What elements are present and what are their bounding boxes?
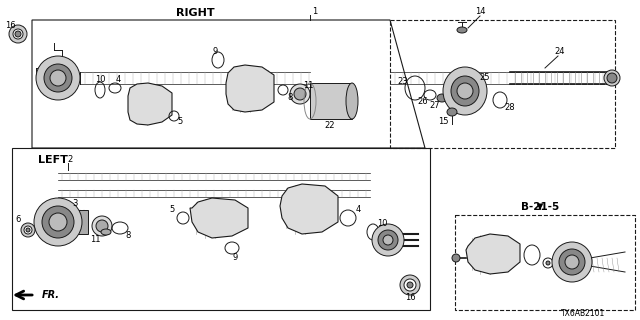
Polygon shape	[226, 65, 274, 112]
Ellipse shape	[451, 76, 479, 106]
Text: LEFT: LEFT	[38, 155, 68, 165]
Ellipse shape	[9, 25, 27, 43]
Text: 11: 11	[303, 82, 313, 91]
Ellipse shape	[400, 275, 420, 295]
Text: 5: 5	[170, 205, 175, 214]
Ellipse shape	[26, 228, 30, 232]
Bar	[58, 210, 88, 234]
Text: 6: 6	[15, 215, 20, 225]
Text: FR.: FR.	[42, 290, 60, 300]
Text: 10: 10	[377, 220, 387, 228]
Ellipse shape	[607, 73, 617, 83]
Text: 8: 8	[287, 93, 292, 102]
Ellipse shape	[452, 254, 460, 262]
Ellipse shape	[15, 31, 21, 37]
Text: 27: 27	[429, 101, 440, 110]
Ellipse shape	[346, 83, 358, 119]
Text: 1: 1	[312, 6, 317, 15]
Ellipse shape	[36, 56, 80, 100]
Ellipse shape	[13, 29, 23, 39]
Polygon shape	[128, 83, 172, 125]
Ellipse shape	[49, 213, 67, 231]
Ellipse shape	[407, 282, 413, 288]
Ellipse shape	[565, 255, 579, 269]
Ellipse shape	[44, 64, 72, 92]
Ellipse shape	[34, 198, 82, 246]
Text: 25: 25	[480, 74, 490, 83]
Polygon shape	[280, 184, 338, 234]
Ellipse shape	[437, 94, 447, 102]
Text: 4: 4	[115, 75, 120, 84]
Text: 14: 14	[475, 7, 485, 17]
Polygon shape	[466, 234, 520, 274]
Ellipse shape	[372, 224, 404, 256]
Text: 9: 9	[232, 253, 237, 262]
Ellipse shape	[92, 216, 112, 236]
Text: 16: 16	[404, 293, 415, 302]
Ellipse shape	[101, 229, 111, 235]
Ellipse shape	[383, 235, 393, 245]
Text: 22: 22	[324, 121, 335, 130]
Text: 3: 3	[72, 199, 77, 209]
Ellipse shape	[457, 83, 473, 99]
Text: 24: 24	[555, 47, 565, 57]
Ellipse shape	[294, 88, 306, 100]
Text: 23: 23	[397, 77, 408, 86]
Ellipse shape	[604, 70, 620, 86]
Ellipse shape	[290, 84, 310, 104]
Ellipse shape	[447, 108, 457, 116]
Ellipse shape	[21, 223, 35, 237]
Ellipse shape	[546, 261, 550, 265]
Text: 9: 9	[212, 47, 218, 57]
Ellipse shape	[96, 220, 108, 232]
Text: 10: 10	[95, 75, 105, 84]
Text: 11: 11	[90, 236, 100, 244]
Ellipse shape	[24, 226, 32, 234]
Text: RIGHT: RIGHT	[176, 8, 214, 18]
Ellipse shape	[457, 27, 467, 33]
Ellipse shape	[559, 249, 585, 275]
Text: 5: 5	[177, 117, 182, 126]
Text: TX6AB2101: TX6AB2101	[561, 308, 605, 317]
Ellipse shape	[443, 67, 487, 115]
Text: 15: 15	[438, 117, 448, 126]
Text: 28: 28	[505, 103, 515, 113]
Text: 4: 4	[355, 205, 360, 214]
Bar	[310, 83, 352, 119]
Ellipse shape	[42, 206, 74, 238]
Text: 16: 16	[4, 20, 15, 29]
Text: 2: 2	[67, 156, 72, 164]
Ellipse shape	[404, 279, 416, 291]
Ellipse shape	[552, 242, 592, 282]
Ellipse shape	[50, 70, 66, 86]
Ellipse shape	[378, 230, 398, 250]
Text: B-21-5: B-21-5	[521, 202, 559, 212]
Polygon shape	[190, 198, 248, 238]
Text: 26: 26	[418, 98, 428, 107]
Text: 8: 8	[125, 231, 131, 241]
